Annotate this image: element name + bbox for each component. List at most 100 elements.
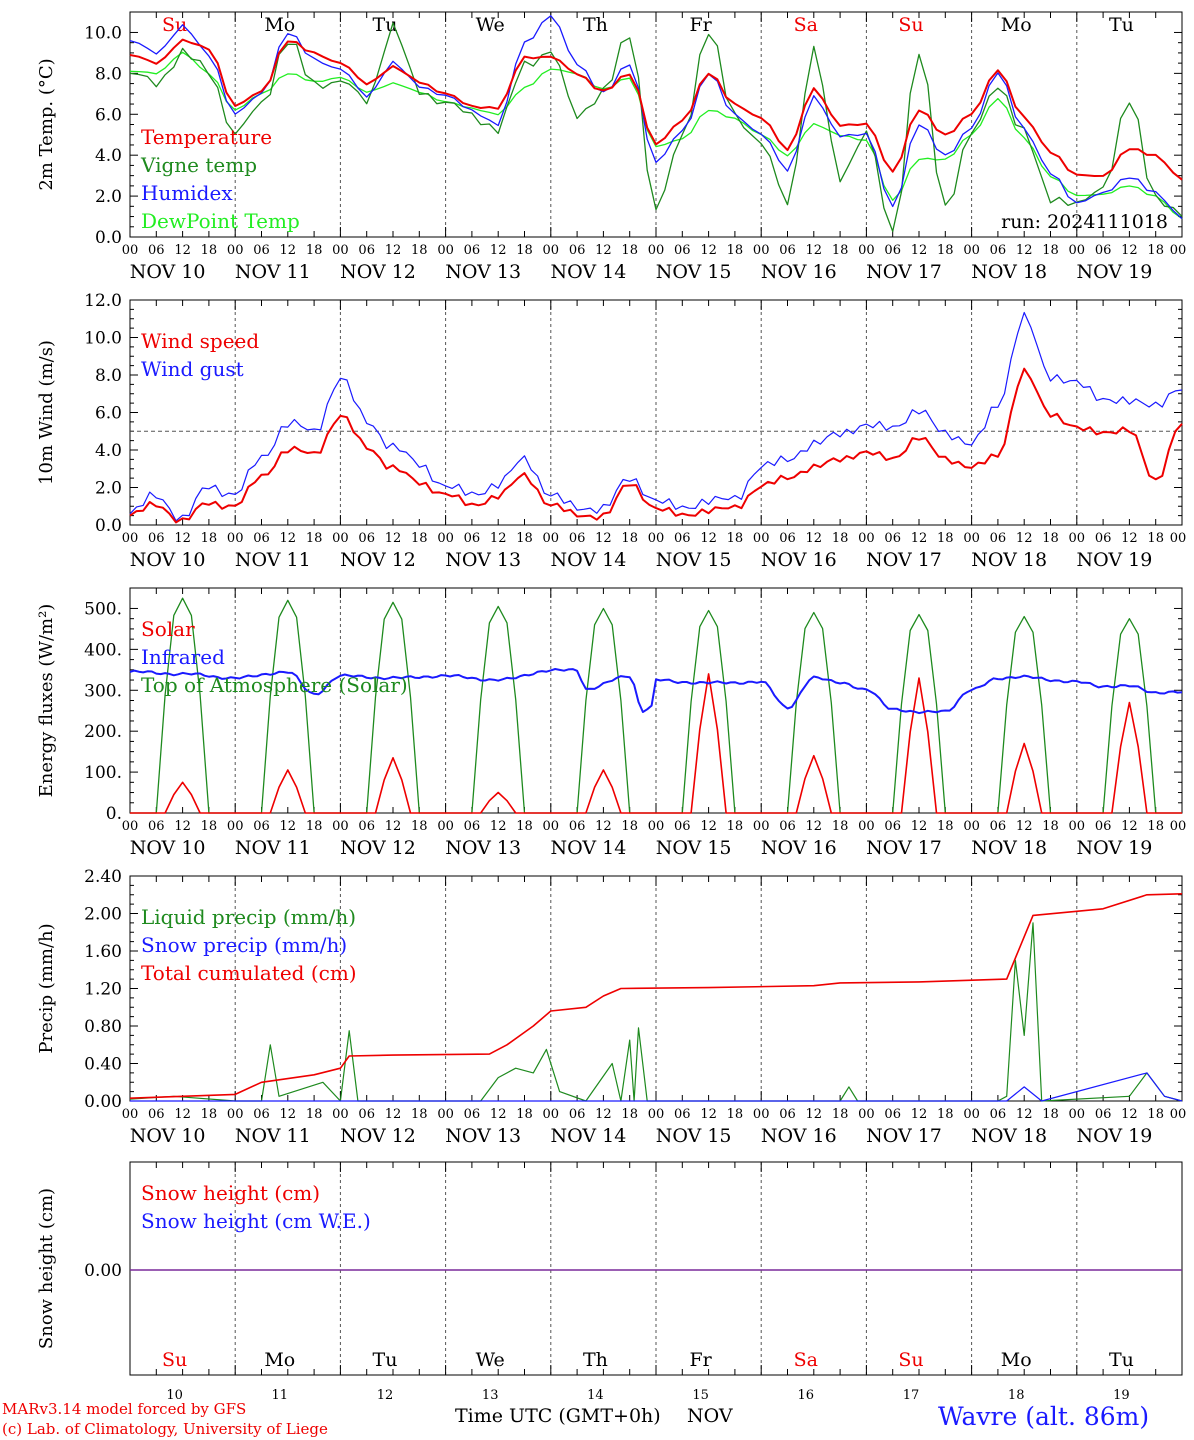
hour-tick-label: 12	[174, 243, 191, 258]
hour-tick-label: 12	[700, 819, 717, 834]
hour-tick-label: 12	[1016, 819, 1033, 834]
hour-tick-label: 18	[411, 819, 428, 834]
hour-tick-label: 12	[1121, 819, 1138, 834]
day-name: Su	[162, 14, 187, 36]
hour-tick-label: 06	[464, 1107, 481, 1122]
day-name: Su	[898, 14, 923, 36]
hour-tick-label: 06	[779, 819, 796, 834]
y-tick-label: 200.	[84, 722, 122, 742]
date-label: NOV 17	[866, 261, 942, 283]
hour-tick-label: 06	[674, 1107, 691, 1122]
hour-tick-label: 06	[253, 819, 270, 834]
y-tick-label: 100.	[84, 763, 122, 783]
hour-tick-label: 00	[753, 819, 770, 834]
day-name: We	[476, 1349, 505, 1371]
hour-tick-label: 18	[201, 819, 218, 834]
hour-tick-label: 12	[385, 819, 402, 834]
panel-5	[129, 1161, 1183, 1376]
hour-tick-label: 06	[1095, 819, 1112, 834]
hour-tick-label: 00	[1069, 531, 1086, 546]
hour-tick-label: 18	[832, 243, 849, 258]
hour-tick-label: 00	[858, 531, 875, 546]
hour-tick-label: 00	[332, 819, 349, 834]
hour-tick-label: 18	[1147, 531, 1164, 546]
series-line-liquid-precip-mm-h-	[129, 922, 1183, 1102]
day-name: Tu	[373, 1349, 398, 1371]
day-number: 17	[903, 1388, 920, 1403]
date-label: NOV 13	[445, 837, 521, 859]
hour-tick-label: 12	[280, 1107, 297, 1122]
hour-tick-label: 06	[464, 531, 481, 546]
series-line-dewpoint-temp	[129, 51, 1183, 220]
hour-tick-label: 06	[253, 243, 270, 258]
hour-tick-label: 12	[1016, 531, 1033, 546]
hour-tick-label: 00	[1170, 243, 1187, 258]
hour-tick-label: 00	[543, 1107, 560, 1122]
legend-entry: Top of Atmosphere (Solar)	[141, 673, 408, 697]
hour-tick-label: 12	[385, 531, 402, 546]
hour-tick-label: 12	[490, 243, 507, 258]
model-credit: MARv3.14 model forced by GFS	[2, 1400, 247, 1418]
hour-tick-label: 06	[884, 1107, 901, 1122]
hour-tick-label: 18	[1147, 243, 1164, 258]
hour-tick-label: 00	[858, 819, 875, 834]
hour-tick-label: 00	[753, 1107, 770, 1122]
hour-tick-label: 00	[437, 819, 454, 834]
hour-tick-label: 18	[1147, 819, 1164, 834]
y-axis-label: 10m Wind (m/s)	[36, 340, 57, 485]
panel-1	[129, 11, 1183, 238]
hour-tick-label: 00	[227, 1107, 244, 1122]
hour-tick-label: 06	[358, 1107, 375, 1122]
y-tick-label: 0.0	[95, 228, 122, 248]
hour-tick-label: 00	[122, 531, 139, 546]
day-name: Mo	[264, 14, 295, 36]
hour-tick-label: 00	[1170, 819, 1187, 834]
date-label: NOV 13	[445, 261, 521, 283]
day-number: 12	[377, 1388, 394, 1403]
date-label: NOV 12	[340, 837, 416, 859]
date-label: NOV 14	[550, 1125, 626, 1147]
date-label: NOV 18	[971, 549, 1047, 571]
y-tick-label: 1.60	[84, 942, 122, 962]
date-label: NOV 11	[235, 261, 311, 283]
date-label: NOV 11	[235, 837, 311, 859]
hour-tick-label: 12	[490, 819, 507, 834]
hour-tick-label: 18	[621, 243, 638, 258]
hour-tick-label: 06	[1095, 531, 1112, 546]
y-axis-label: Precip (mm/h)	[36, 923, 57, 1053]
series-line-infrared	[129, 668, 1183, 715]
panel-frame	[129, 299, 1183, 526]
date-label: NOV 13	[445, 1125, 521, 1147]
hour-tick-label: 18	[1042, 531, 1059, 546]
y-axis-label: Snow height (cm)	[36, 1188, 57, 1349]
hour-tick-label: 12	[1121, 243, 1138, 258]
y-tick-label: 10.0	[84, 23, 122, 43]
series-line-wind-speed	[129, 367, 1183, 524]
hour-tick-label: 12	[174, 531, 191, 546]
legend-entry: Wind speed	[141, 329, 259, 353]
hour-tick-label: 00	[1069, 1107, 1086, 1122]
hour-tick-label: 00	[543, 531, 560, 546]
date-label: NOV 19	[1076, 549, 1152, 571]
date-label: NOV 16	[761, 1125, 837, 1147]
hour-tick-label: 06	[674, 531, 691, 546]
y-tick-label: 500.	[84, 599, 122, 619]
hour-tick-label: 00	[1069, 243, 1086, 258]
date-label: NOV 10	[130, 549, 206, 571]
y-axis-label: 2m Temp. (°C)	[36, 58, 57, 190]
hour-tick-label: 00	[437, 1107, 454, 1122]
hour-tick-label: 18	[1147, 1107, 1164, 1122]
hour-tick-label: 18	[306, 243, 323, 258]
hour-tick-label: 18	[201, 243, 218, 258]
hour-tick-label: 12	[806, 243, 823, 258]
panel-3	[129, 587, 1183, 814]
hour-tick-label: 06	[148, 243, 165, 258]
hour-tick-label: 06	[569, 819, 586, 834]
date-label: NOV 14	[550, 549, 626, 571]
day-name: Tu	[1109, 1349, 1134, 1371]
hour-tick-label: 00	[227, 243, 244, 258]
hour-tick-label: 12	[700, 243, 717, 258]
hour-tick-label: 18	[516, 243, 533, 258]
date-label: NOV 16	[761, 261, 837, 283]
hour-tick-label: 00	[858, 243, 875, 258]
